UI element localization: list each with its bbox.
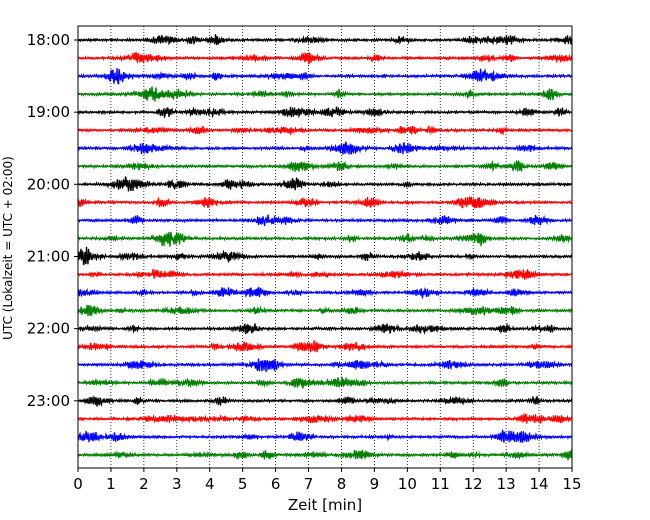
x-tick-label: 2 xyxy=(139,475,149,493)
plot-frame xyxy=(77,25,573,469)
y-tick-label: 23:00 xyxy=(27,392,70,410)
trace-12 xyxy=(77,231,573,248)
trace-11 xyxy=(77,214,573,226)
y-tick-label: 18:00 xyxy=(27,31,70,49)
trace-2 xyxy=(77,51,573,65)
trace-1 xyxy=(77,34,573,46)
x-tick-label: 15 xyxy=(562,475,581,493)
trace-3 xyxy=(77,68,573,85)
x-tick-label: 13 xyxy=(497,475,516,493)
trace-5 xyxy=(77,106,573,120)
trace-13 xyxy=(77,246,573,266)
trace-10 xyxy=(77,196,573,209)
plot-area xyxy=(78,26,572,468)
x-tick-label: 10 xyxy=(398,475,417,493)
trace-7 xyxy=(77,141,573,155)
traces xyxy=(77,34,573,461)
x-tick-label: 4 xyxy=(205,475,215,493)
y-tick-label: 20:00 xyxy=(27,175,70,193)
trace-15 xyxy=(77,286,573,300)
trace-24 xyxy=(77,449,573,461)
x-tick-label: 3 xyxy=(172,475,182,493)
trace-6 xyxy=(77,125,573,136)
x-tick-label: 5 xyxy=(238,475,248,493)
trace-17 xyxy=(77,322,573,335)
y-tick-label: 19:00 xyxy=(27,103,70,121)
y-tick-label: 21:00 xyxy=(27,247,70,265)
x-tick-label: 12 xyxy=(464,475,483,493)
trace-9 xyxy=(77,176,573,192)
trace-16 xyxy=(77,304,573,317)
trace-23 xyxy=(77,429,573,444)
trace-4 xyxy=(77,86,573,102)
y-axis-label: UTC (Lokalzeit = UTC + 02:00) xyxy=(1,156,15,340)
x-tick-label: 7 xyxy=(304,475,314,493)
trace-18 xyxy=(77,340,573,353)
trace-19 xyxy=(77,358,573,373)
x-axis-ticks: 0 1 2 3 4 5 6 7 8 9 10 11 12 13 14 15 xyxy=(73,468,582,493)
trace-8 xyxy=(77,160,573,173)
trace-20 xyxy=(77,375,573,389)
x-tick-label: 14 xyxy=(530,475,549,493)
x-tick-label: 8 xyxy=(337,475,347,493)
x-tick-label: 6 xyxy=(271,475,281,493)
trace-22 xyxy=(77,413,573,424)
y-tick-label: 22:00 xyxy=(27,320,70,338)
trace-14 xyxy=(77,268,573,280)
x-tick-label: 1 xyxy=(106,475,116,493)
x-tick-label: 11 xyxy=(431,475,450,493)
trace-21 xyxy=(77,395,573,408)
x-tick-label: 0 xyxy=(73,475,83,493)
y-axis-ticks: 18:00 19:00 20:00 21:00 22:00 23:00 xyxy=(27,31,78,410)
x-axis-label: Zeit [min] xyxy=(288,496,362,514)
x-tick-label: 9 xyxy=(370,475,380,493)
